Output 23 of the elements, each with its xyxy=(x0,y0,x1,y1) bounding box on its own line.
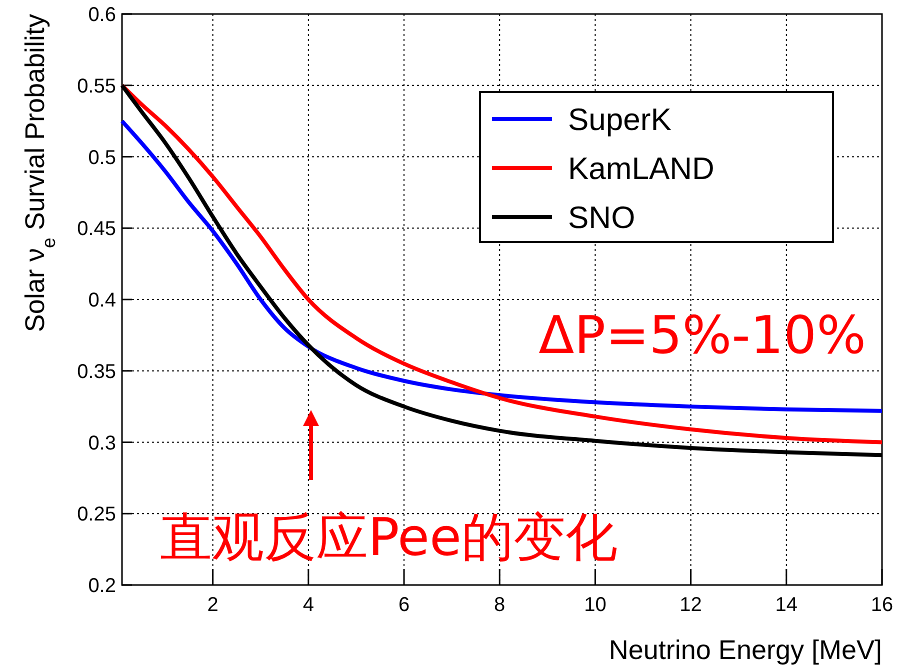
y-tick-label: 0.2 xyxy=(88,575,116,597)
x-tick-label: 8 xyxy=(494,594,506,616)
y-tick-label: 0.55 xyxy=(77,75,116,98)
x-axis-title: Neutrino Energy [MeV] xyxy=(608,635,882,665)
x-tick-label: 12 xyxy=(680,594,702,616)
x-tick-label: 2 xyxy=(207,594,218,616)
x-tick-label: 10 xyxy=(584,594,606,616)
x-tick-label: 16 xyxy=(870,594,894,616)
y-tick-label: 0.3 xyxy=(88,432,116,454)
legend-label: SuperK xyxy=(568,102,672,137)
x-tick-label: 4 xyxy=(302,594,314,616)
annotation: 直观反应Pee的变化 xyxy=(160,508,618,568)
legend-label: SNO xyxy=(568,200,636,235)
x-tick-label: 6 xyxy=(398,594,410,616)
legend-label: KamLAND xyxy=(568,151,714,186)
x-tick-label: 14 xyxy=(775,594,798,616)
y-tick-label: 0.5 xyxy=(88,146,116,169)
y-tick-label: 0.6 xyxy=(88,4,116,26)
y-tick-label: 0.35 xyxy=(77,360,116,383)
y-tick-label: 0.4 xyxy=(88,290,116,312)
y-tick-label: 0.45 xyxy=(77,218,116,240)
y-tick-label: 0.25 xyxy=(77,504,116,526)
annotation: ΔP=5%-10% xyxy=(538,306,866,366)
